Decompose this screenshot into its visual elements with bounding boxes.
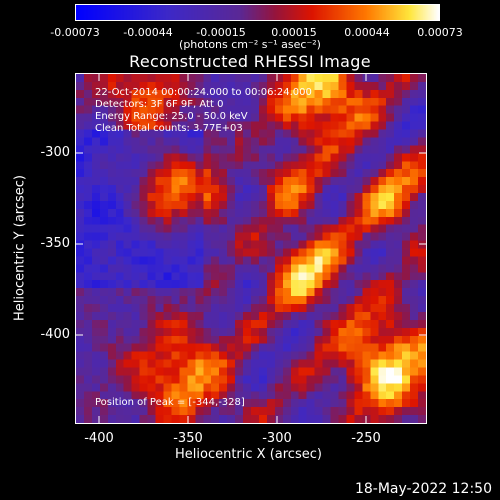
image-title: Reconstructed RHESSI Image: [129, 52, 371, 71]
y-tick-label: -400: [40, 327, 70, 342]
x-tick-label: -350: [173, 431, 203, 446]
x-tick-label: -300: [262, 431, 292, 446]
info-clean-counts: Clean Total counts: 3.77E+03: [95, 123, 243, 134]
rhessi-image: [75, 73, 427, 424]
plot-timestamp: 18-May-2022 12:50: [354, 481, 492, 497]
y-tick-label: -350: [40, 236, 70, 251]
y-tick-label: -300: [40, 145, 70, 160]
x-tick-label: -400: [84, 431, 114, 446]
y-axis-label: Heliocentric Y (arcsec): [12, 175, 28, 321]
colorbar-tick: -0.00073: [50, 26, 100, 39]
info-peak-position: Position of Peak = [-344,-328]: [95, 397, 245, 408]
x-axis-label: Heliocentric X (arcsec): [175, 447, 322, 462]
info-detectors: Detectors: 3F 6F 9F, Att 0: [95, 99, 224, 110]
info-energy-range: Energy Range: 25.0 - 50.0 keV: [95, 111, 248, 122]
image-pixels: [76, 74, 426, 423]
colorbar-tick: 0.00044: [344, 26, 390, 39]
colorbar: [75, 4, 440, 21]
x-tick-label: -250: [351, 431, 381, 446]
info-time-range: 22-Oct-2014 00:00:24.000 to 00:06:24.000: [95, 87, 312, 98]
colorbar-tick: -0.00015: [196, 26, 246, 39]
colorbar-tick: -0.00044: [123, 26, 173, 39]
colorbar-units: (photons cm⁻² s⁻¹ asec⁻²): [179, 38, 321, 51]
colorbar-tick: 0.00015: [271, 26, 317, 39]
colorbar-tick: 0.00073: [417, 26, 463, 39]
